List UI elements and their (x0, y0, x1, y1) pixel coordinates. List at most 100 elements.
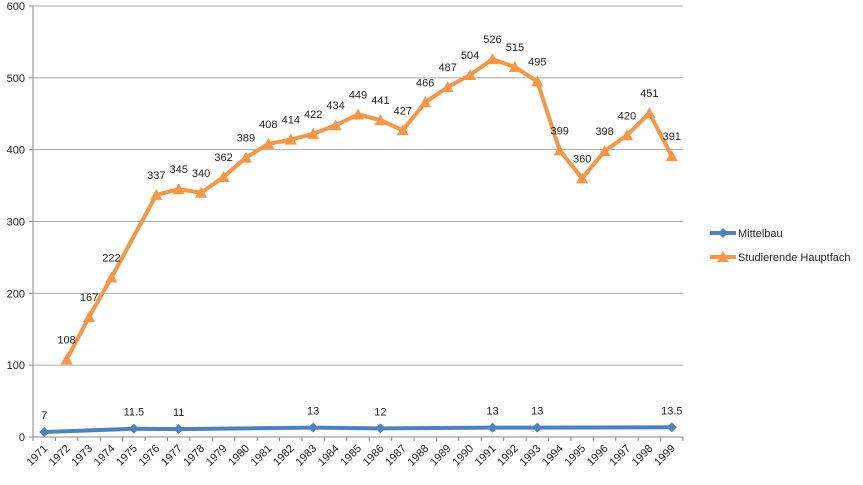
data-point (239, 151, 252, 163)
y-tick-label: 500 (7, 73, 25, 85)
legend-label: Studierende Hauptfach (738, 252, 851, 264)
data-label: 434 (326, 100, 344, 112)
data-point (374, 114, 387, 126)
series-line-2 (64, 57, 674, 361)
data-label: 487 (438, 62, 456, 74)
x-tick-label: 1990 (450, 443, 476, 469)
x-tick-label: 1996 (585, 443, 611, 469)
x-tick-label: 1985 (338, 443, 364, 469)
x-tick-label: 1984 (316, 443, 342, 469)
legend-marker (717, 251, 729, 262)
data-label: 13 (307, 406, 319, 418)
data-point (487, 422, 498, 433)
data-label: 345 (170, 164, 188, 176)
data-label: 399 (551, 125, 569, 137)
x-tick-label: 1987 (383, 443, 409, 469)
data-label: 12 (374, 406, 386, 418)
data-point (39, 426, 50, 437)
legend-label: Mittelbau (738, 228, 783, 240)
data-point (217, 170, 230, 182)
data-label: 515 (506, 42, 524, 54)
data-label: 11.5 (124, 407, 145, 419)
data-label: 340 (192, 168, 210, 180)
data-label: 108 (57, 334, 75, 346)
x-tick-label: 1994 (540, 443, 566, 469)
x-tick-label: 1986 (361, 443, 387, 469)
x-tick-label: 1988 (406, 443, 432, 469)
x-tick-label: 1973 (69, 443, 95, 469)
series-line-1 (44, 425, 672, 434)
data-label: 391 (663, 131, 681, 143)
data-label: 466 (416, 77, 434, 89)
data-point (83, 311, 96, 323)
data-point (195, 186, 208, 198)
y-tick-label: 400 (7, 145, 25, 157)
x-tick-label: 1976 (137, 443, 163, 469)
data-point (105, 271, 118, 283)
data-point (666, 422, 677, 433)
data-point (441, 81, 454, 93)
x-tick-label: 1998 (630, 443, 656, 469)
data-label: 362 (214, 152, 232, 164)
data-label: 13 (486, 406, 498, 418)
data-point (396, 124, 409, 136)
data-label: 526 (483, 34, 501, 46)
x-tick-label: 1975 (114, 443, 140, 469)
data-point (60, 353, 73, 365)
data-point (486, 53, 499, 65)
data-point (352, 108, 364, 120)
data-label: 414 (282, 115, 300, 127)
x-tick-label: 1982 (271, 443, 297, 469)
data-point (262, 137, 275, 149)
data-label: 360 (573, 153, 591, 165)
data-point (532, 422, 543, 433)
data-label: 7 (41, 410, 47, 422)
data-point (308, 422, 319, 433)
data-point (284, 133, 297, 145)
data-label: 504 (461, 50, 479, 62)
y-tick-label: 0 (19, 432, 25, 444)
data-point (307, 127, 320, 139)
data-point (464, 68, 477, 80)
y-tick-label: 300 (7, 217, 25, 229)
x-tick-label: 1974 (92, 443, 118, 469)
data-label: 337 (147, 170, 165, 182)
x-tick-label: 1995 (562, 443, 588, 469)
data-point (128, 423, 139, 434)
data-label: 449 (349, 89, 367, 101)
data-label: 420 (618, 110, 636, 122)
data-label: 427 (394, 105, 412, 117)
data-point (665, 150, 678, 162)
x-tick-label: 1989 (428, 443, 454, 469)
data-label: 13.5 (661, 405, 682, 417)
data-label: 167 (80, 292, 98, 304)
x-tick-label: 1999 (652, 443, 678, 469)
legend-marker (718, 228, 728, 238)
x-tick-label: 1972 (47, 443, 73, 469)
data-point (643, 107, 656, 119)
data-point (329, 119, 342, 131)
x-tick-label: 1983 (293, 443, 319, 469)
data-label: 222 (102, 253, 120, 265)
x-tick-label: 1978 (181, 443, 207, 469)
data-point (508, 61, 521, 73)
x-tick-label: 1993 (518, 443, 544, 469)
data-label: 11 (173, 407, 184, 419)
x-tick-label: 1979 (204, 443, 230, 469)
data-point (620, 129, 633, 141)
data-label: 13 (531, 406, 543, 418)
x-tick-label: 1997 (607, 443, 633, 469)
y-tick-label: 200 (7, 288, 25, 300)
data-label: 441 (371, 95, 389, 107)
data-point (553, 144, 566, 156)
x-tick-label: 1991 (473, 443, 499, 469)
x-tick-label: 1971 (25, 443, 51, 469)
data-point (150, 188, 163, 200)
data-label: 389 (237, 133, 255, 145)
data-point (598, 145, 611, 157)
y-tick-label: 100 (7, 360, 25, 372)
y-tick-label: 600 (7, 1, 25, 13)
data-point (173, 424, 184, 435)
